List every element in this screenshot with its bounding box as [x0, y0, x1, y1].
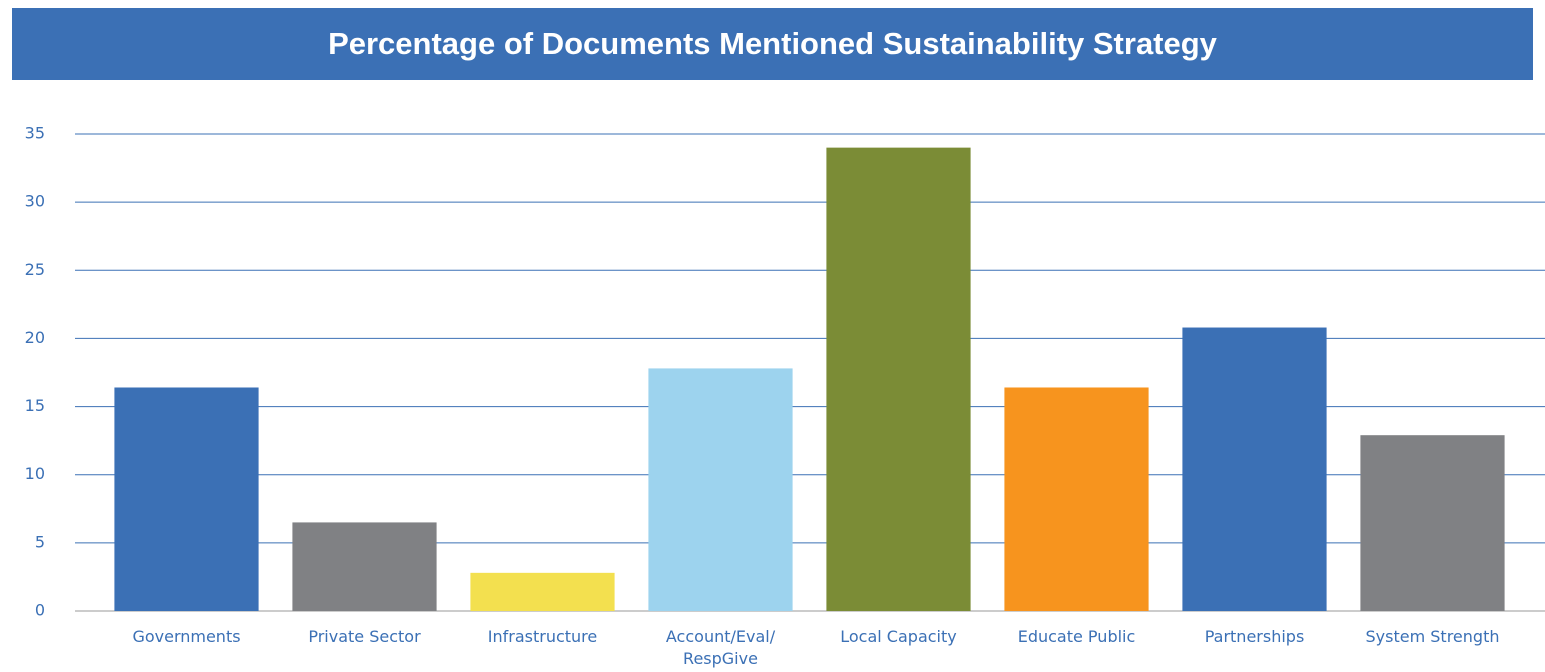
bar [648, 368, 793, 611]
y-tick-label: 25 [25, 260, 45, 279]
x-tick-label: Account/Eval/ RespGive [665, 627, 776, 668]
y-tick-label: 0 [35, 601, 45, 620]
x-tick-label: Educate Public [1017, 627, 1136, 646]
x-tick-label: Infrastructure [487, 627, 598, 646]
x-tick-label: Governments [132, 627, 241, 646]
bar [1360, 435, 1505, 611]
bar [292, 522, 437, 611]
y-tick-label: 5 [35, 532, 45, 551]
y-tick-label: 35 [25, 124, 45, 143]
bar [826, 147, 971, 611]
y-tick-label: 10 [25, 464, 45, 483]
bar [114, 387, 259, 611]
x-tick-label: Partnerships [1204, 627, 1305, 646]
title-banner: Percentage of Documents Mentioned Sustai… [12, 8, 1533, 80]
bar [1182, 327, 1327, 611]
x-tick-label: Private Sector [308, 627, 421, 646]
chart-title: Percentage of Documents Mentioned Sustai… [328, 26, 1217, 61]
x-tick-label: System Strength [1365, 627, 1500, 646]
y-tick-label: 20 [25, 328, 45, 347]
y-tick-label: 15 [25, 396, 45, 415]
y-tick-label: 30 [25, 192, 45, 211]
bar [1004, 387, 1149, 611]
x-tick-label: Local Capacity [840, 627, 957, 646]
bar [470, 572, 615, 611]
